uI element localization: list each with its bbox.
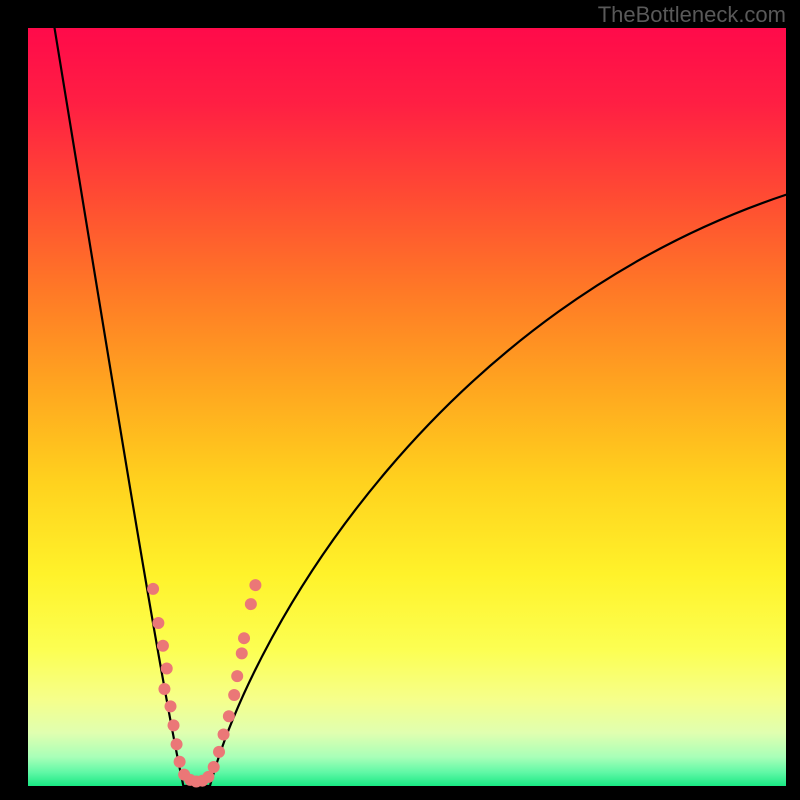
marker-dot: [236, 647, 248, 659]
marker-dot: [171, 738, 183, 750]
marker-dot: [218, 728, 230, 740]
marker-dot: [213, 746, 225, 758]
watermark-text: TheBottleneck.com: [598, 2, 786, 28]
marker-dot: [228, 689, 240, 701]
marker-dot: [152, 617, 164, 629]
marker-dot: [174, 756, 186, 768]
marker-dot: [249, 579, 261, 591]
bottleneck-chart: [0, 0, 800, 800]
plot-background: [28, 28, 786, 786]
marker-dot: [231, 670, 243, 682]
marker-dot: [161, 663, 173, 675]
marker-dot: [238, 632, 250, 644]
marker-dot: [168, 719, 180, 731]
marker-dot: [158, 683, 170, 695]
marker-dot: [208, 761, 220, 773]
marker-dot: [157, 640, 169, 652]
marker-dot: [223, 710, 235, 722]
marker-dot: [147, 583, 159, 595]
chart-frame: TheBottleneck.com: [0, 0, 800, 800]
marker-dot: [165, 700, 177, 712]
marker-dot: [245, 598, 257, 610]
